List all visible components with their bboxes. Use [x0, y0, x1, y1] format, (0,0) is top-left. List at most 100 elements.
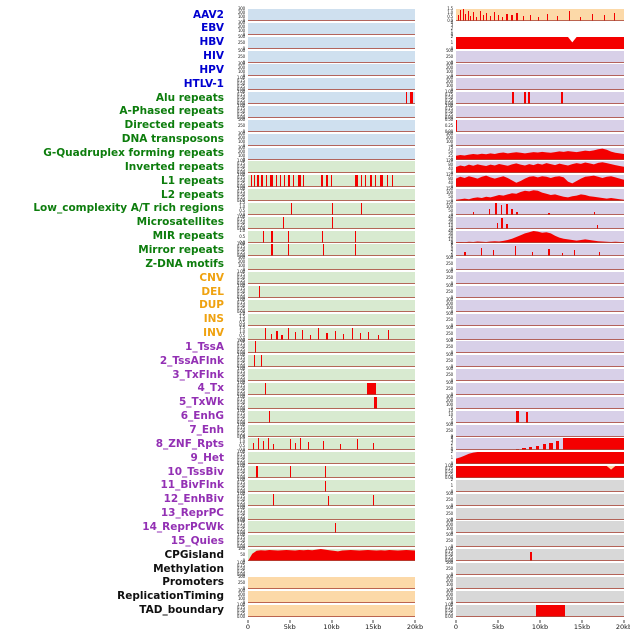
track-panel-right-hpv	[456, 64, 624, 77]
data-bar	[369, 175, 373, 188]
x-axis-baseline	[248, 213, 415, 215]
y-tick-label: 1.5	[447, 6, 453, 11]
y-tick-label: 100	[445, 138, 453, 144]
data-bar	[334, 330, 336, 340]
y-tick-label: 10	[448, 236, 453, 242]
track-label-1-tssa: 1_TssA	[185, 340, 224, 353]
y-tick-label: 20	[448, 233, 453, 239]
x-axis-baseline	[248, 615, 415, 617]
track-panel-left-cnv	[248, 272, 415, 285]
y-axis-left-hpv: 300 200 100 0	[227, 62, 247, 78]
y-tick-label: 500	[445, 310, 453, 316]
y-tick-label: 0	[450, 45, 454, 51]
track-label-7-enh: 7_Enh	[189, 424, 224, 436]
data-bar	[467, 10, 469, 21]
y-axis-left-l1-repeats: 1.00 0.75 0.50 0.25 0.00	[227, 173, 247, 189]
y-axis-right-inv: 500 250 0	[435, 325, 455, 341]
x-axis-baseline	[456, 103, 624, 105]
data-bar	[531, 251, 533, 257]
area-series	[456, 452, 624, 465]
track-label-a-phased-repeats: A-Phased repeats	[119, 105, 224, 118]
y-tick-label: 0.50	[236, 219, 245, 225]
x-axis-baseline	[248, 158, 415, 160]
y-tick-label: 1.00	[236, 379, 245, 385]
data-bar	[330, 175, 332, 188]
x-axis-baseline	[456, 116, 624, 118]
y-tick-label: 200	[445, 577, 453, 583]
y-tick-label: 0.25	[236, 610, 245, 616]
x-axis-left: 0 5kb 10kb 15kb 20kb	[246, 619, 423, 632]
y-axis-left-7-enh: 1.00 0.75 0.50 0.25 0.00	[227, 422, 247, 438]
y-tick-label: 500	[445, 421, 453, 427]
x-axis-baseline	[248, 477, 415, 479]
y-tick-label: 1.0	[239, 316, 245, 322]
track-panel-right-z-dna-motifs	[456, 258, 624, 271]
y-tick-label: 0.50	[236, 566, 245, 571]
y-tick-label: 0.50	[236, 275, 245, 281]
y-tick-label: 0	[450, 308, 454, 314]
y-tick-label: 0	[450, 87, 454, 93]
track-panel-right-14-reprpcwk	[456, 521, 624, 534]
y-tick-label: 100	[445, 203, 453, 209]
x-axis-baseline	[248, 324, 415, 326]
data-bar	[276, 330, 278, 340]
track-panel-right-5-txwk	[456, 396, 624, 409]
data-bar	[322, 230, 324, 243]
y-tick-label: 200	[237, 65, 245, 71]
x-axis-baseline	[456, 158, 624, 160]
y-tick-label: 0.50	[444, 607, 453, 613]
track-label-4-tx: 4_Tx	[197, 382, 225, 395]
data-bar	[368, 331, 370, 340]
track-panel-right-directed-repeats	[456, 119, 624, 132]
y-axis-left-inv: 1.5 1.0 0.5 0.0	[227, 325, 247, 341]
y-tick-label: 0	[450, 170, 454, 176]
data-bar	[464, 251, 466, 257]
data-bar	[318, 327, 320, 340]
data-bar	[253, 355, 255, 368]
data-bar	[356, 439, 358, 451]
track-label-promoters: Promoters	[162, 576, 224, 589]
track-panel-left-9-het	[248, 452, 415, 465]
y-axis-left-dup: 1.00 0.75 0.50 0.25 0.00	[227, 297, 247, 313]
data-bar	[302, 329, 304, 340]
x-axis-baseline	[456, 310, 624, 312]
y-tick-label: 100	[445, 69, 453, 75]
track-panel-left-z-dna-motifs	[248, 258, 415, 271]
y-tick-label: 1.00	[236, 269, 245, 275]
y-tick-label: 0.0	[239, 211, 245, 217]
y-tick-label: 250	[445, 289, 453, 294]
y-tick-label: 1.00	[236, 283, 245, 288]
data-bar	[542, 444, 546, 451]
data-bar	[373, 443, 375, 451]
data-bar	[323, 440, 325, 451]
data-bar	[279, 175, 281, 188]
y-axis-right-directed-repeats: 0.50 0.25 0.00	[435, 117, 455, 133]
data-bar	[354, 175, 359, 188]
y-tick-label: 0	[450, 350, 454, 356]
track-label-14-reprpcwk: 14_ReprPCWk	[142, 520, 224, 533]
y-tick-label: 100	[237, 27, 245, 33]
x-axis-baseline	[456, 75, 624, 77]
x-tick-mark	[455, 619, 457, 623]
area-series	[456, 162, 624, 174]
y-tick-label: 0.75	[236, 493, 245, 499]
y-tick-label: 200	[445, 522, 453, 528]
track-panel-right-dna-transposons	[456, 133, 624, 146]
y-tick-label: 250	[445, 344, 453, 350]
data-bar	[538, 17, 540, 21]
data-bar	[263, 230, 265, 243]
y-tick-label: 0.50	[236, 496, 245, 502]
y-tick-label: 0	[450, 405, 454, 411]
track-panel-left-6-enhg	[248, 410, 415, 423]
track-label-replicationtiming: ReplicationTiming	[117, 590, 224, 603]
data-bar	[288, 175, 291, 188]
y-tick-label: 0.00	[236, 502, 245, 508]
y-tick-label: 0.75	[236, 272, 245, 278]
y-tick-label: 2	[450, 441, 454, 447]
y-tick-label: 500	[445, 269, 453, 275]
y-axis-right-mir-repeats: 40 30 20 10 0	[435, 228, 455, 244]
x-axis-baseline	[248, 227, 415, 229]
x-axis-baseline	[248, 33, 415, 35]
x-axis-baseline	[456, 338, 624, 340]
